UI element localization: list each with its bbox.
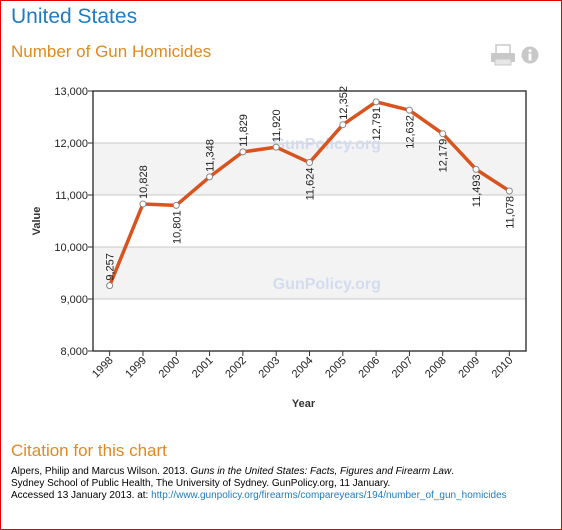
plot-band xyxy=(93,195,526,247)
y-tick-label: 10,000 xyxy=(54,242,88,254)
data-point xyxy=(239,148,247,156)
x-tick-label: 2006 xyxy=(356,355,382,381)
data-label: 11,624 xyxy=(305,168,317,201)
x-tick-label: 1998 xyxy=(90,355,116,381)
x-tick-label: 2008 xyxy=(423,355,449,381)
citation-book-title: Guns in the United States: Facts, Figure… xyxy=(190,466,452,477)
data-point xyxy=(139,200,147,208)
x-tick-label: 2000 xyxy=(157,355,183,381)
plot-band xyxy=(93,91,526,143)
data-label: 10,828 xyxy=(138,165,150,199)
line-chart: GunPolicy.orgGunPolicy.org8,0009,00010,0… xyxy=(31,86,527,410)
citation-text: Alpers, Philip and Marcus Wilson. 2013. … xyxy=(11,466,556,502)
x-tick-label: 2007 xyxy=(390,355,416,381)
data-label: 9,257 xyxy=(105,253,117,281)
data-point xyxy=(472,165,480,173)
info-icon[interactable] xyxy=(521,46,539,64)
plot-band xyxy=(93,299,526,351)
data-point xyxy=(339,121,347,129)
x-tick-label: 1999 xyxy=(123,355,149,381)
data-point xyxy=(405,106,413,114)
data-label: 12,179 xyxy=(438,139,450,173)
citation-link[interactable]: http://www.gunpolicy.org/firearms/compar… xyxy=(151,490,507,501)
data-point xyxy=(106,282,114,290)
data-label: 12,352 xyxy=(338,86,350,120)
data-label: 11,920 xyxy=(271,109,283,142)
chart-title: Number of Gun Homicides xyxy=(11,42,212,61)
citation-heading: Citation for this chart xyxy=(11,441,167,460)
y-tick-label: 8,000 xyxy=(60,346,88,358)
y-tick-label: 12,000 xyxy=(54,138,88,150)
y-tick-label: 11,000 xyxy=(55,190,88,202)
data-point xyxy=(505,187,513,195)
citation-publisher: Sydney School of Public Health, The Univ… xyxy=(11,478,391,489)
plot-band xyxy=(93,247,526,299)
x-tick-label: 2005 xyxy=(323,355,349,381)
watermark-text: GunPolicy.org xyxy=(273,276,381,293)
citation-authors: Alpers, Philip and Marcus Wilson. 2013. xyxy=(11,466,191,477)
x-tick-label: 2009 xyxy=(456,355,482,381)
data-label: 11,078 xyxy=(504,196,516,229)
x-tick-label: 2003 xyxy=(257,355,283,381)
data-point xyxy=(439,130,447,138)
data-point xyxy=(306,159,313,167)
data-label: 11,829 xyxy=(238,114,250,147)
data-point xyxy=(172,201,180,209)
plot-band xyxy=(93,143,526,195)
printer-icon[interactable] xyxy=(490,44,516,66)
data-point xyxy=(206,173,214,181)
citation-period: . xyxy=(451,466,454,477)
y-tick-label: 9,000 xyxy=(60,294,88,306)
data-point xyxy=(372,98,380,106)
data-point xyxy=(272,143,280,151)
data-label: 11,493 xyxy=(471,174,483,207)
y-axis-title: Value xyxy=(31,207,43,236)
data-label: 11,348 xyxy=(205,139,217,172)
page-title: United States xyxy=(11,5,138,28)
citation-accessed: Accessed 13 January 2013. at: xyxy=(11,490,152,501)
x-tick-label: 2002 xyxy=(223,355,249,381)
x-tick-label: 2010 xyxy=(490,355,516,381)
x-tick-label: 2001 xyxy=(190,355,216,381)
data-label: 10,801 xyxy=(171,210,183,244)
y-tick-label: 13,000 xyxy=(54,86,88,98)
x-tick-label: 2004 xyxy=(290,355,316,381)
data-label: 12,791 xyxy=(371,107,383,141)
x-axis-title: Year xyxy=(292,398,316,410)
data-label: 12,632 xyxy=(404,115,416,149)
